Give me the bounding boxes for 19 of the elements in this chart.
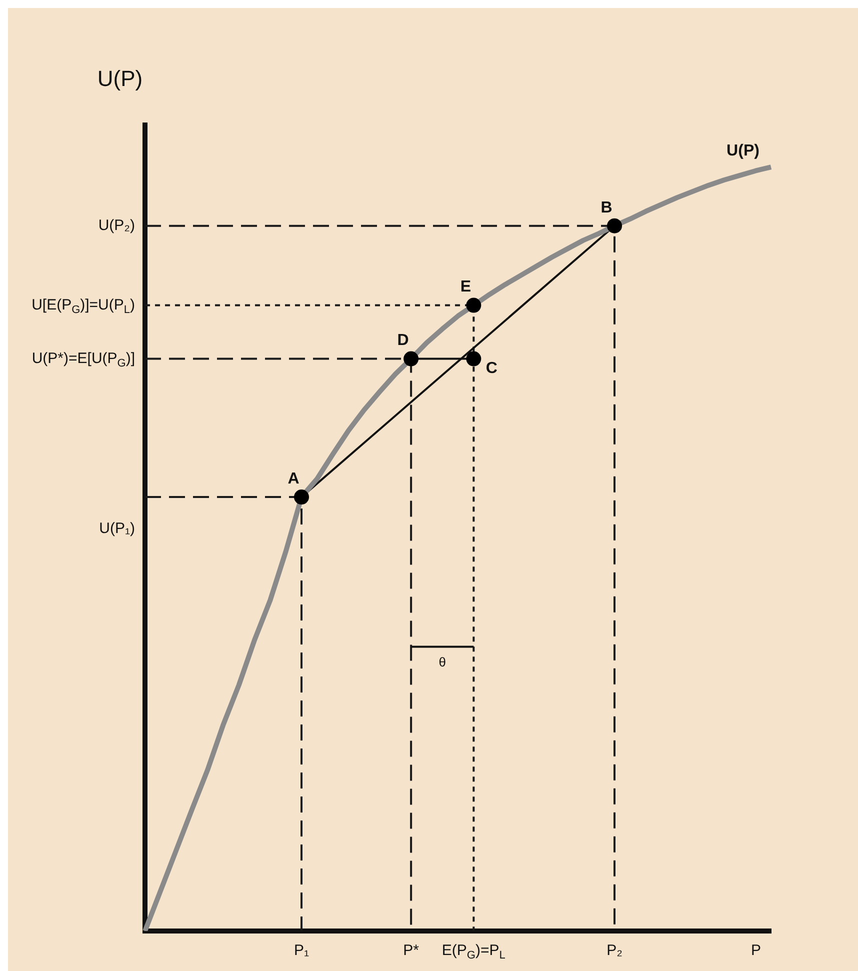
text: U(P₁) <box>99 520 136 538</box>
y-axis-title: U(P) <box>97 66 143 92</box>
text: U(P₂) <box>98 216 136 234</box>
annotation: E <box>460 278 472 296</box>
x-tick-label: P* <box>403 942 420 960</box>
annotation: C <box>486 360 498 378</box>
annotation: D <box>397 332 409 350</box>
point <box>466 351 482 366</box>
point <box>294 490 309 505</box>
series-label: θ <box>438 654 446 670</box>
point <box>466 298 482 313</box>
x-axis-title: P <box>751 942 762 960</box>
point <box>404 351 419 366</box>
x-tick-label: P₂ <box>606 942 623 960</box>
series-label: U(P) <box>726 142 760 160</box>
x-tick-label: P₁ <box>294 942 310 960</box>
annotation: B <box>600 199 612 216</box>
annotation: A <box>288 470 300 488</box>
point <box>607 218 622 234</box>
